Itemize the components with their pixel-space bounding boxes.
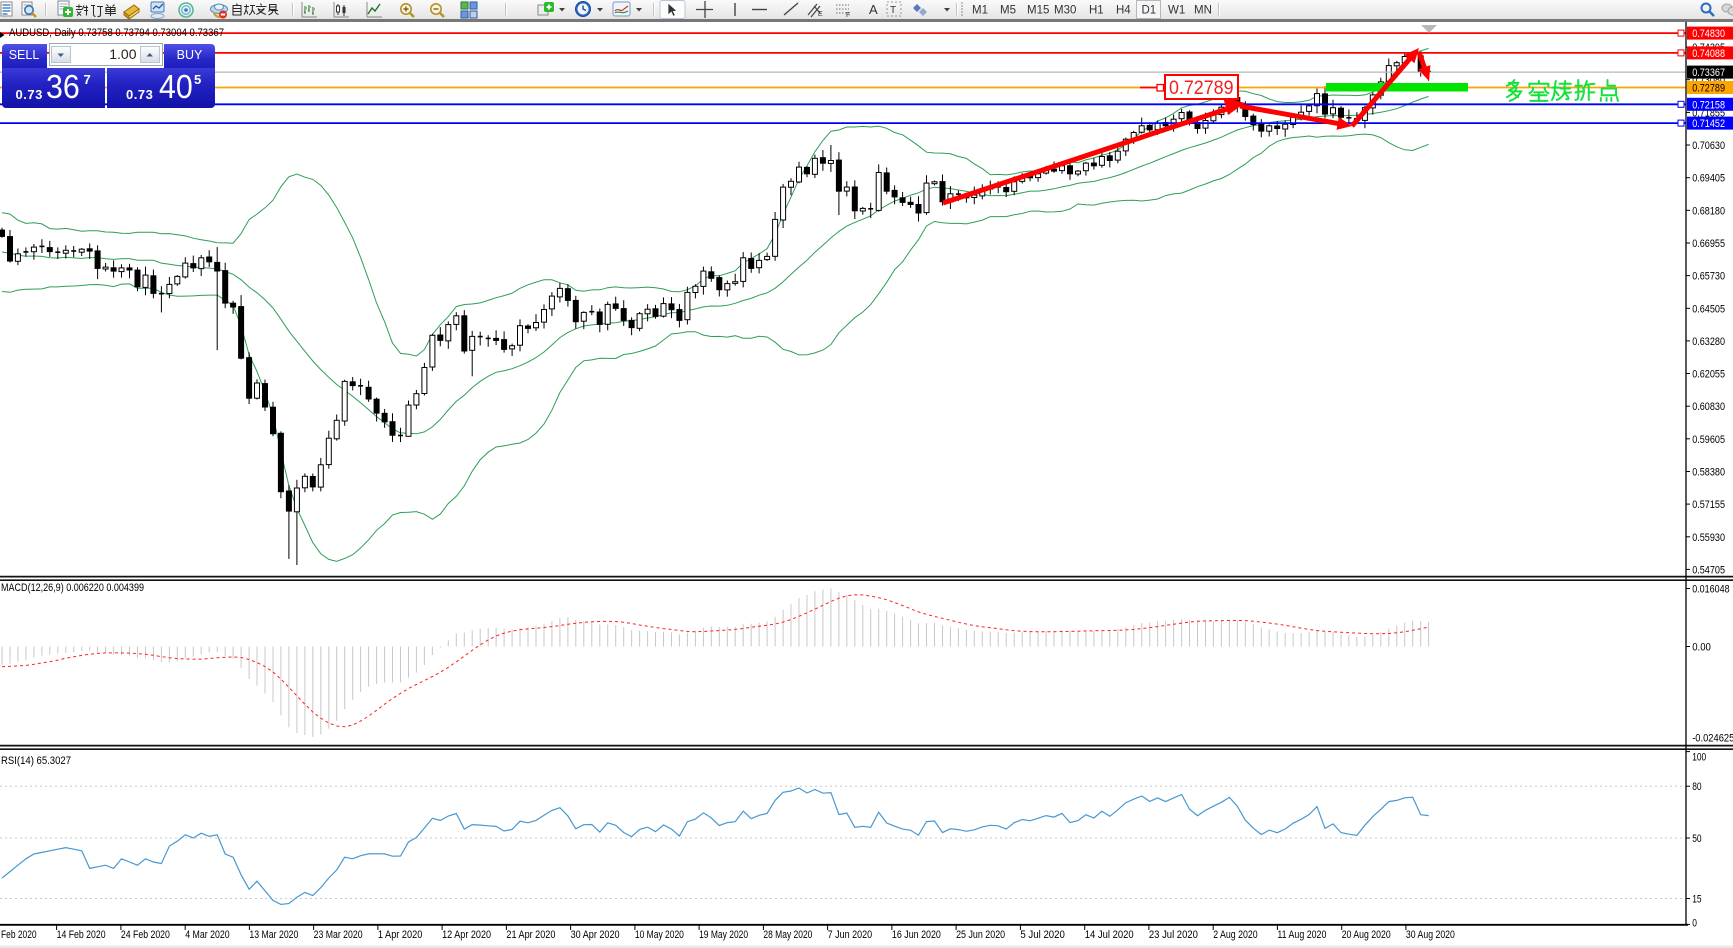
svg-text:M15: M15 [1027,5,1049,17]
svg-text:30 Aug 2020: 30 Aug 2020 [1406,929,1455,941]
svg-text:0.66955: 0.66955 [1692,238,1725,250]
svg-text:28 May 2020: 28 May 2020 [763,929,812,941]
svg-text:0.65730: 0.65730 [1692,271,1725,283]
svg-text:20 Aug 2020: 20 Aug 2020 [1342,929,1391,941]
svg-text:30 Apr 2020: 30 Apr 2020 [571,929,620,941]
svg-text:0.63280: 0.63280 [1692,336,1725,348]
svg-text:23 Mar 2020: 23 Mar 2020 [314,929,363,941]
svg-text:H4: H4 [1116,5,1131,17]
svg-text:0.71452: 0.71452 [1692,118,1725,130]
svg-text:100: 100 [1692,752,1706,764]
svg-text:F: F [846,12,850,19]
svg-text:MACD(12,26,9) 0.006220 0.00439: MACD(12,26,9) 0.006220 0.004399 [1,582,144,594]
svg-text:0.74830: 0.74830 [1692,28,1725,40]
svg-text:16 Jun 2020: 16 Jun 2020 [892,929,941,941]
svg-text:0.60830: 0.60830 [1692,401,1725,413]
svg-text:0: 0 [1692,917,1697,929]
svg-text:50: 50 [1692,833,1701,845]
svg-text:0.73367: 0.73367 [1692,67,1725,79]
svg-text:4 Mar 2020: 4 Mar 2020 [185,929,230,941]
svg-text:2 Aug 2020: 2 Aug 2020 [1213,929,1258,941]
svg-text:0.72789: 0.72789 [1692,83,1725,95]
svg-text:E: E [818,11,823,18]
svg-text:0.58380: 0.58380 [1692,467,1725,479]
svg-text:21 Apr 2020: 21 Apr 2020 [506,929,555,941]
svg-text:0.016048: 0.016048 [1692,584,1729,596]
svg-text:0.72158: 0.72158 [1692,99,1725,111]
svg-text:0.68180: 0.68180 [1692,205,1725,217]
svg-text:0.64505: 0.64505 [1692,303,1725,315]
svg-text:23 Jul 2020: 23 Jul 2020 [1149,929,1198,941]
svg-text:A: A [869,2,878,17]
svg-text:13 Mar 2020: 13 Mar 2020 [249,929,298,941]
svg-text:12 Apr 2020: 12 Apr 2020 [442,929,491,941]
svg-text:MN: MN [1194,5,1212,17]
svg-text:M1: M1 [972,5,988,17]
svg-text:7 Jun 2020: 7 Jun 2020 [828,929,873,941]
svg-text:0.54705: 0.54705 [1692,564,1725,576]
svg-text:Feb 2020: Feb 2020 [1,929,37,941]
svg-text:W1: W1 [1168,5,1185,17]
svg-text:25 Jun 2020: 25 Jun 2020 [956,929,1005,941]
svg-text:80: 80 [1692,781,1701,793]
svg-text:24 Feb 2020: 24 Feb 2020 [121,929,170,941]
svg-text:0.57155: 0.57155 [1692,499,1725,511]
svg-text:M5: M5 [1000,5,1016,17]
svg-text:11 Aug 2020: 11 Aug 2020 [1277,929,1326,941]
svg-text:0.00: 0.00 [1692,642,1711,654]
svg-text:10 May 2020: 10 May 2020 [635,929,684,941]
svg-text:0.70630: 0.70630 [1692,140,1725,152]
svg-text:14 Feb 2020: 14 Feb 2020 [57,929,106,941]
svg-text:RSI(14) 65.3027: RSI(14) 65.3027 [1,755,71,767]
svg-text:0.55930: 0.55930 [1692,532,1725,544]
svg-text:19 May 2020: 19 May 2020 [699,929,748,941]
svg-text:AUDUSD, Daily 0.73758 0.73794: AUDUSD, Daily 0.73758 0.73794 0.73004 0.… [9,27,224,39]
svg-text:14 Jul 2020: 14 Jul 2020 [1085,929,1134,941]
svg-text:0.72789: 0.72789 [1169,77,1234,99]
svg-text:5 Jul 2020: 5 Jul 2020 [1020,929,1065,941]
svg-text:0.69405: 0.69405 [1692,173,1725,185]
svg-text:0.59605: 0.59605 [1692,434,1725,446]
svg-text:0.62055: 0.62055 [1692,369,1725,381]
svg-text:M30: M30 [1054,5,1076,17]
svg-text:1 Apr 2020: 1 Apr 2020 [378,929,423,941]
svg-text:T: T [890,5,896,16]
svg-text:-0.024625: -0.024625 [1692,733,1733,745]
svg-text:H1: H1 [1089,5,1104,17]
svg-text:D1: D1 [1142,5,1157,17]
svg-text:0.74088: 0.74088 [1692,48,1725,60]
svg-text:15: 15 [1692,894,1701,906]
